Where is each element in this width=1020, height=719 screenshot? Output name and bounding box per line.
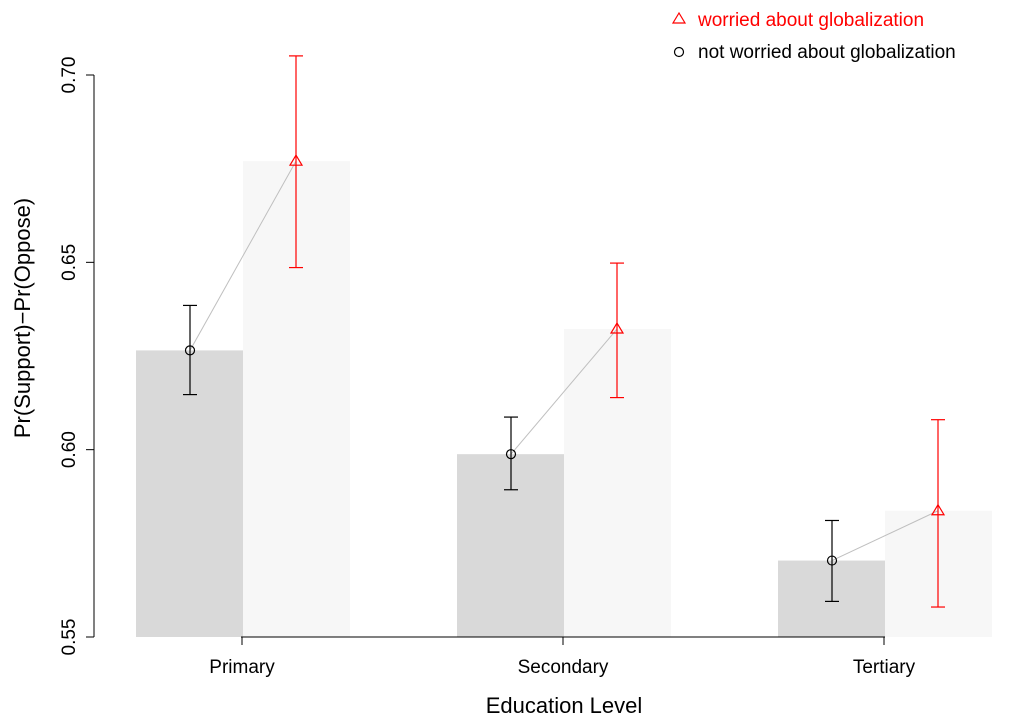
bar-primary-not-worried	[136, 350, 243, 637]
legend-circle-marker	[673, 46, 685, 58]
connector-tertiary	[831, 510, 939, 562]
point-tertiary-not-worried	[826, 555, 838, 566]
x-tick-label-secondary: Secondary	[518, 657, 609, 678]
y-axis-title: Pr(Support)−Pr(Oppose)	[10, 198, 35, 438]
legend: worried about globalization not worried …	[671, 10, 956, 63]
point-primary-worried	[288, 154, 304, 166]
x-axis-title: Education Level	[486, 693, 643, 718]
y-axis: 0.55 0.60 0.65 0.70	[59, 57, 95, 656]
connectors-layer	[189, 160, 939, 562]
connector-primary	[189, 160, 297, 351]
y-tick-label: 0.65	[59, 244, 80, 281]
point-secondary-not-worried	[505, 449, 517, 460]
x-axis: Primary Secondary Tertiary	[209, 636, 916, 678]
y-tick-label: 0.60	[59, 431, 80, 468]
legend-label-worried: worried about globalization	[697, 10, 924, 31]
y-tick-label: 0.55	[59, 619, 80, 656]
legend-triangle-marker	[671, 11, 687, 24]
point-secondary-worried	[609, 321, 625, 334]
x-tick-label-primary: Primary	[209, 657, 275, 678]
y-tick-label: 0.70	[59, 57, 80, 94]
x-tick-label-tertiary: Tertiary	[853, 657, 916, 678]
connector-secondary	[510, 328, 618, 455]
legend-label-not-worried: not worried about globalization	[698, 42, 956, 63]
errorbars-layer	[183, 55, 945, 608]
bars-layer	[136, 161, 992, 637]
point-tertiary-worried	[930, 503, 946, 516]
point-primary-not-worried	[184, 345, 196, 356]
markers-layer	[184, 154, 946, 566]
